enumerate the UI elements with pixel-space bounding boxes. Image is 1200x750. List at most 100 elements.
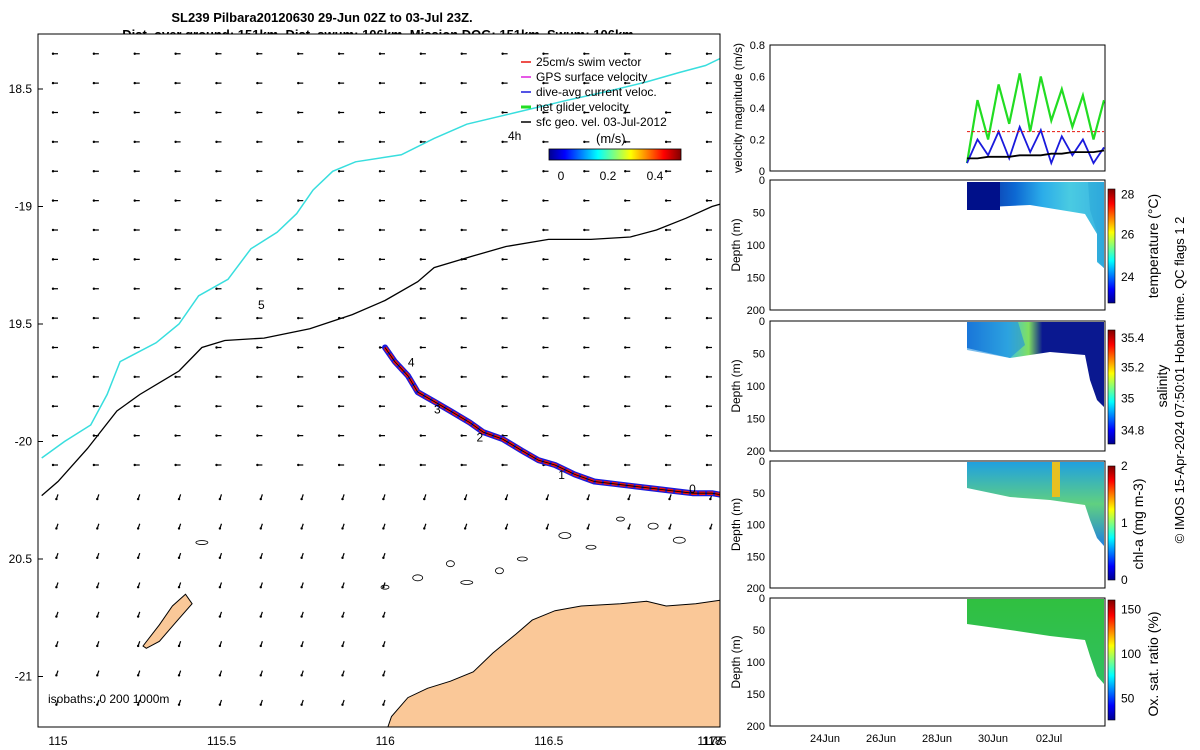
current-arrow-head <box>133 258 136 261</box>
current-arrow-head <box>378 375 382 379</box>
current-arrow-head <box>747 464 749 466</box>
islet <box>412 574 424 582</box>
time-x-ticks: 24Jun 26Jun 28Jun 30Jun 02Jul <box>810 733 1062 745</box>
current-arrow-head <box>382 556 385 560</box>
glider-track: 4 3 2 1 0 <box>382 344 720 498</box>
title-line-1: SL239 Pilbara20120630 29-Jun 02Z to 03-J… <box>171 10 472 25</box>
current-arrow-head <box>378 405 382 408</box>
current-arrow-head <box>705 463 709 467</box>
current-arrow-head <box>136 586 140 589</box>
time-xtick: 02Jul <box>1036 733 1062 745</box>
current-arrow-head <box>382 497 385 501</box>
current-arrow-head <box>337 346 341 349</box>
current-arrow-head <box>788 317 790 319</box>
current-arrow-head <box>583 111 586 114</box>
current-arrow-head <box>218 586 222 589</box>
current-arrow-head <box>709 497 712 501</box>
current-arrow-head <box>423 497 426 501</box>
current-arrow-head <box>419 111 423 114</box>
current-arrow-head <box>545 497 549 501</box>
time-xtick: 24Jun <box>810 733 840 745</box>
current-arrow-head <box>419 81 423 85</box>
current-arrow-head <box>174 434 177 437</box>
current-arrow-head <box>133 434 136 437</box>
map-xtick-label: 115.5 <box>207 734 236 748</box>
current-arrow-head <box>177 674 181 677</box>
velocity-ytick: 0.2 <box>750 135 765 147</box>
current-arrow-head <box>55 703 58 706</box>
day-marker-4: 4 <box>408 355 415 369</box>
current-arrow-head <box>51 375 55 379</box>
colorbar-tick: 26 <box>1121 228 1135 242</box>
current-arrow-head <box>215 111 218 114</box>
current-arrow-head <box>337 140 341 144</box>
depth-tick: 150 <box>747 273 765 285</box>
current-arrow-head <box>542 346 545 349</box>
current-arrow-head <box>177 527 181 530</box>
current-arrow-head <box>218 527 222 530</box>
current-arrow-head <box>136 703 140 706</box>
current-arrow-head <box>419 287 423 290</box>
current-arrow-head <box>337 287 341 290</box>
current-arrow-head <box>133 81 136 85</box>
isobath-200m-line <box>41 203 720 497</box>
current-arrow-head <box>297 405 300 408</box>
depth-tick: 200 <box>747 446 765 458</box>
day-marker-0: 0 <box>689 482 696 496</box>
current-arrow-head <box>747 405 749 407</box>
current-arrow-head <box>96 497 99 501</box>
current-arrow-head <box>55 556 58 560</box>
current-arrow-head <box>177 497 181 501</box>
current-arrow-head <box>419 140 423 144</box>
current-arrow-head <box>378 316 382 320</box>
current-arrow-head <box>341 615 344 618</box>
current-arrow-head <box>664 434 668 437</box>
current-arrow-head <box>177 556 181 560</box>
current-arrow-head <box>747 82 749 84</box>
current-arrow-head <box>218 644 222 648</box>
current-arrow-head <box>419 405 423 408</box>
current-arrow-head <box>382 703 385 706</box>
current-arrow-head <box>624 52 627 55</box>
credit-text: © IMOS 15-Apr-2024 07:50:01 Hobart time.… <box>1172 217 1187 544</box>
current-arrow-head <box>215 52 218 55</box>
current-arrow-head <box>92 375 96 379</box>
current-arrow-head <box>747 170 749 172</box>
oxygen-field <box>967 599 1104 684</box>
time-xtick: 28Jun <box>922 733 952 745</box>
current-arrow-head <box>869 317 871 319</box>
current-arrow-head <box>174 287 177 290</box>
current-arrow-head <box>542 375 545 379</box>
current-arrow-head <box>583 258 586 261</box>
velocity-ylabel: velocity magnitude (m/s) <box>731 43 745 173</box>
current-arrow-head <box>96 703 99 706</box>
current-arrow-head <box>218 497 222 501</box>
depth-tick: 100 <box>747 657 765 669</box>
current-arrow-head <box>460 434 463 437</box>
current-arrow-head <box>177 703 181 706</box>
current-arrow-head <box>92 199 96 202</box>
current-arrow-head <box>624 258 627 261</box>
colorbar-tick-2: 0.4 <box>647 169 664 183</box>
current-arrow-head <box>705 199 709 202</box>
velocity-series-3 <box>967 149 1105 160</box>
current-arrow-head <box>705 81 709 85</box>
current-arrow-head <box>337 170 341 173</box>
time-xtick: 30Jun <box>978 733 1008 745</box>
current-arrow-head <box>215 316 218 320</box>
depth-ylabel: Depth (m) <box>729 635 743 688</box>
current-arrow-head <box>501 375 504 379</box>
current-arrow-head <box>297 346 300 349</box>
current-arrow-head <box>297 463 300 467</box>
current-arrow-head <box>92 346 96 349</box>
current-arrow-head <box>624 199 627 202</box>
current-arrow-head <box>297 434 300 437</box>
current-arrow-head <box>747 434 749 436</box>
colorbar-tick: 34.8 <box>1121 423 1145 437</box>
current-arrow-head <box>583 346 586 349</box>
current-arrow-head <box>460 463 463 467</box>
current-arrow-head <box>423 527 426 530</box>
current-arrow-head <box>378 170 382 173</box>
current-arrow-head <box>542 434 545 437</box>
current-arrow-head <box>218 556 222 560</box>
